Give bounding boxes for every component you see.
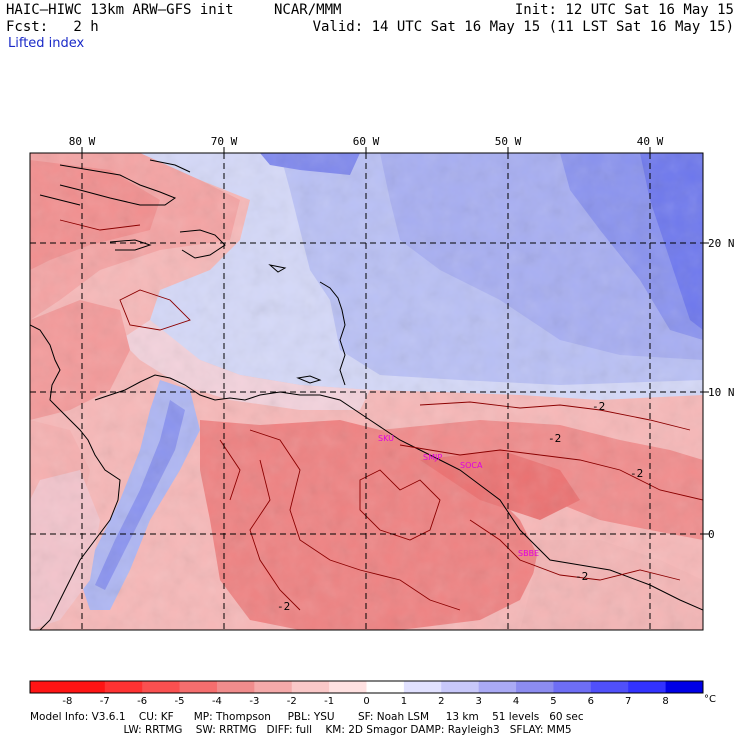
colorbar-tick-label: 0 xyxy=(363,696,370,707)
colorbar-swatch xyxy=(67,681,106,693)
colorbar-tick-label: -6 xyxy=(137,696,148,707)
colorbar-tick-label: 4 xyxy=(512,696,520,707)
station-label: SMJP xyxy=(423,453,442,462)
valid-time: Valid: 14 UTC Sat 16 May 15 (11 LST Sat … xyxy=(312,19,734,35)
station-label: SBBE xyxy=(518,549,539,558)
colorbar-swatch xyxy=(590,681,629,693)
colorbar-unit: °C xyxy=(704,694,716,705)
colorbar-swatch xyxy=(366,681,405,693)
colorbar-swatch xyxy=(441,681,480,693)
colorbar-swatch xyxy=(291,681,330,693)
colorbar-swatch xyxy=(254,681,293,693)
station-label: SKU xyxy=(378,434,394,443)
colorbar-swatch xyxy=(142,681,181,693)
colorbar-swatch xyxy=(104,681,143,693)
colorbar-tick-label: 2 xyxy=(438,696,445,707)
lon-label-40w: 40 W xyxy=(637,135,664,148)
colorbar-swatch xyxy=(403,681,442,693)
colorbar-swatch xyxy=(516,681,554,693)
lon-label-70w: 70 W xyxy=(211,135,238,148)
colorbar-tick-label: -8 xyxy=(62,696,73,707)
lat-lon-grid xyxy=(30,153,703,630)
colorbar-tick-label: 6 xyxy=(587,696,595,707)
lon-label-60w: 60 W xyxy=(353,135,380,148)
model-info-line1: Model Info: V3.6.1 CU: KF MP: Thompson P… xyxy=(30,711,584,723)
lon-label-50w: 50 W xyxy=(495,135,522,148)
colorbar-tick-label: -1 xyxy=(324,696,335,707)
contour-label: -2 xyxy=(630,467,643,480)
colorbar-tick-label: -4 xyxy=(211,696,222,707)
colorbar-tick-label: -5 xyxy=(174,696,185,707)
lat-label-20n: 20 N xyxy=(708,237,735,250)
colorbar-tick-label: -7 xyxy=(99,696,110,707)
colorbar-swatch xyxy=(665,681,704,693)
lat-label-10n: 10 N xyxy=(708,386,735,399)
colorbar-swatch xyxy=(329,681,367,693)
colorbar-tick-label: 8 xyxy=(662,696,669,707)
station-label: SOCA xyxy=(460,461,483,470)
colorbar-tick-label: -3 xyxy=(249,696,260,707)
colorbar-tick-label: 7 xyxy=(625,696,632,707)
contour-label: -2 xyxy=(548,432,561,445)
colorbar-tick-label: 5 xyxy=(550,696,557,707)
field-name: Lifted index xyxy=(8,36,85,51)
colorbar-tick-label: -2 xyxy=(286,696,297,707)
colorbar-swatch xyxy=(553,681,592,693)
model-info-line2: LW: RRTMG SW: RRTMG DIFF: full KM: 2D Sm… xyxy=(30,724,572,736)
colorbar-swatch xyxy=(30,681,68,693)
colorbar-frame xyxy=(29,680,704,694)
colorbar xyxy=(29,680,704,694)
init-time: Init: 12 UTC Sat 16 May 15 xyxy=(514,2,734,18)
lat-label-0: 0 xyxy=(708,528,715,541)
contour-label: -2 xyxy=(575,570,588,583)
colorbar-swatch xyxy=(216,681,255,693)
colorbar-swatch xyxy=(628,681,667,693)
colorbar-swatch xyxy=(179,681,218,693)
model-title: HAIC–HIWC 13km ARW–GFS init xyxy=(6,2,234,18)
li-contours xyxy=(59,219,703,611)
contour-label: -2 xyxy=(277,600,290,613)
colorbar-tick-label: 1 xyxy=(400,696,408,707)
coastlines xyxy=(30,159,703,630)
colorbar-swatch xyxy=(478,681,517,693)
org-label: NCAR/MMM xyxy=(274,2,342,18)
colorbar-tick-label: 3 xyxy=(475,696,482,707)
forecast-hour: Fcst: 2 h xyxy=(6,19,99,35)
lon-label-80w: 80 W xyxy=(69,135,96,148)
contour-label: -2 xyxy=(592,400,605,413)
